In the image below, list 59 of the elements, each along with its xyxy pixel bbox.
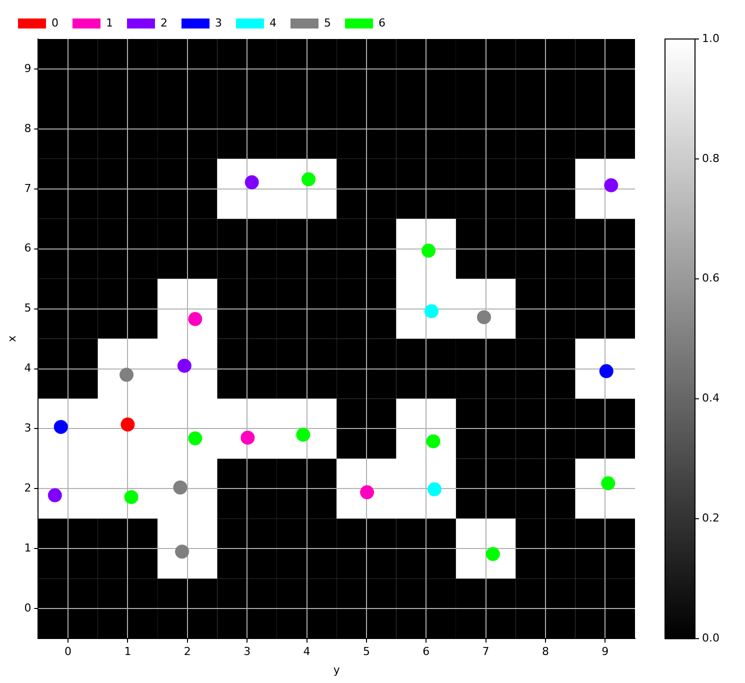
x-tick-label: 4 <box>303 645 310 658</box>
point <box>120 368 134 382</box>
point <box>124 490 138 504</box>
x-tick-label: 7 <box>482 645 490 658</box>
point <box>302 172 316 186</box>
point <box>244 175 259 190</box>
point <box>427 482 442 496</box>
y-tick-label: 2 <box>24 482 32 495</box>
color-bar-label: 0.2 <box>702 512 720 525</box>
color-bar-label: 1.0 <box>702 32 720 45</box>
point <box>604 178 618 192</box>
point <box>54 420 68 434</box>
x-tick-label: 8 <box>542 645 549 658</box>
legend-label: 3 <box>214 16 222 30</box>
point <box>599 364 614 378</box>
point <box>426 434 440 448</box>
point <box>296 428 310 442</box>
color-bar-label: 0.6 <box>702 272 720 285</box>
y-tick-label: 7 <box>24 182 32 195</box>
legend-label: 0 <box>52 16 58 30</box>
point <box>240 430 255 445</box>
x-tick-label: 9 <box>602 645 609 658</box>
y-tick-label: 0 <box>24 601 32 614</box>
legend-label: 1 <box>106 16 113 30</box>
y-tick-label: 4 <box>24 362 32 375</box>
point <box>173 480 188 494</box>
x-tick-label: 2 <box>184 645 191 658</box>
point <box>601 476 616 490</box>
x-tick-label: 6 <box>422 645 430 658</box>
color-bar-label: 0.4 <box>702 392 720 405</box>
y-tick-label: 8 <box>24 122 32 135</box>
point <box>48 488 62 502</box>
point <box>477 310 492 324</box>
legend-label: 4 <box>269 16 276 30</box>
point <box>188 431 202 446</box>
point <box>422 244 436 258</box>
color-bar-label: 0.8 <box>702 152 720 165</box>
point <box>175 544 190 559</box>
y-tick-label: 9 <box>24 62 32 75</box>
y-axis-title: x <box>5 335 18 342</box>
y-tick-label: 5 <box>24 302 32 315</box>
x-tick-label: 5 <box>362 645 370 658</box>
point <box>360 485 374 500</box>
x-tick-label: 1 <box>124 645 132 658</box>
x-axis-title: y <box>333 663 340 676</box>
y-tick-label: 3 <box>24 422 32 435</box>
legend-label: 6 <box>378 16 386 30</box>
x-tick-label: 3 <box>244 645 251 658</box>
point <box>188 312 202 326</box>
y-tick-label: 6 <box>24 242 32 255</box>
y-tick-label: 1 <box>24 542 32 555</box>
point <box>424 304 438 318</box>
color-bar-label: 0.0 <box>702 631 720 644</box>
legend-label: 5 <box>324 16 331 30</box>
point <box>486 547 500 562</box>
x-tick-label: 0 <box>64 645 72 658</box>
point <box>120 418 135 432</box>
legend-label: 2 <box>160 16 168 30</box>
point <box>177 358 192 373</box>
